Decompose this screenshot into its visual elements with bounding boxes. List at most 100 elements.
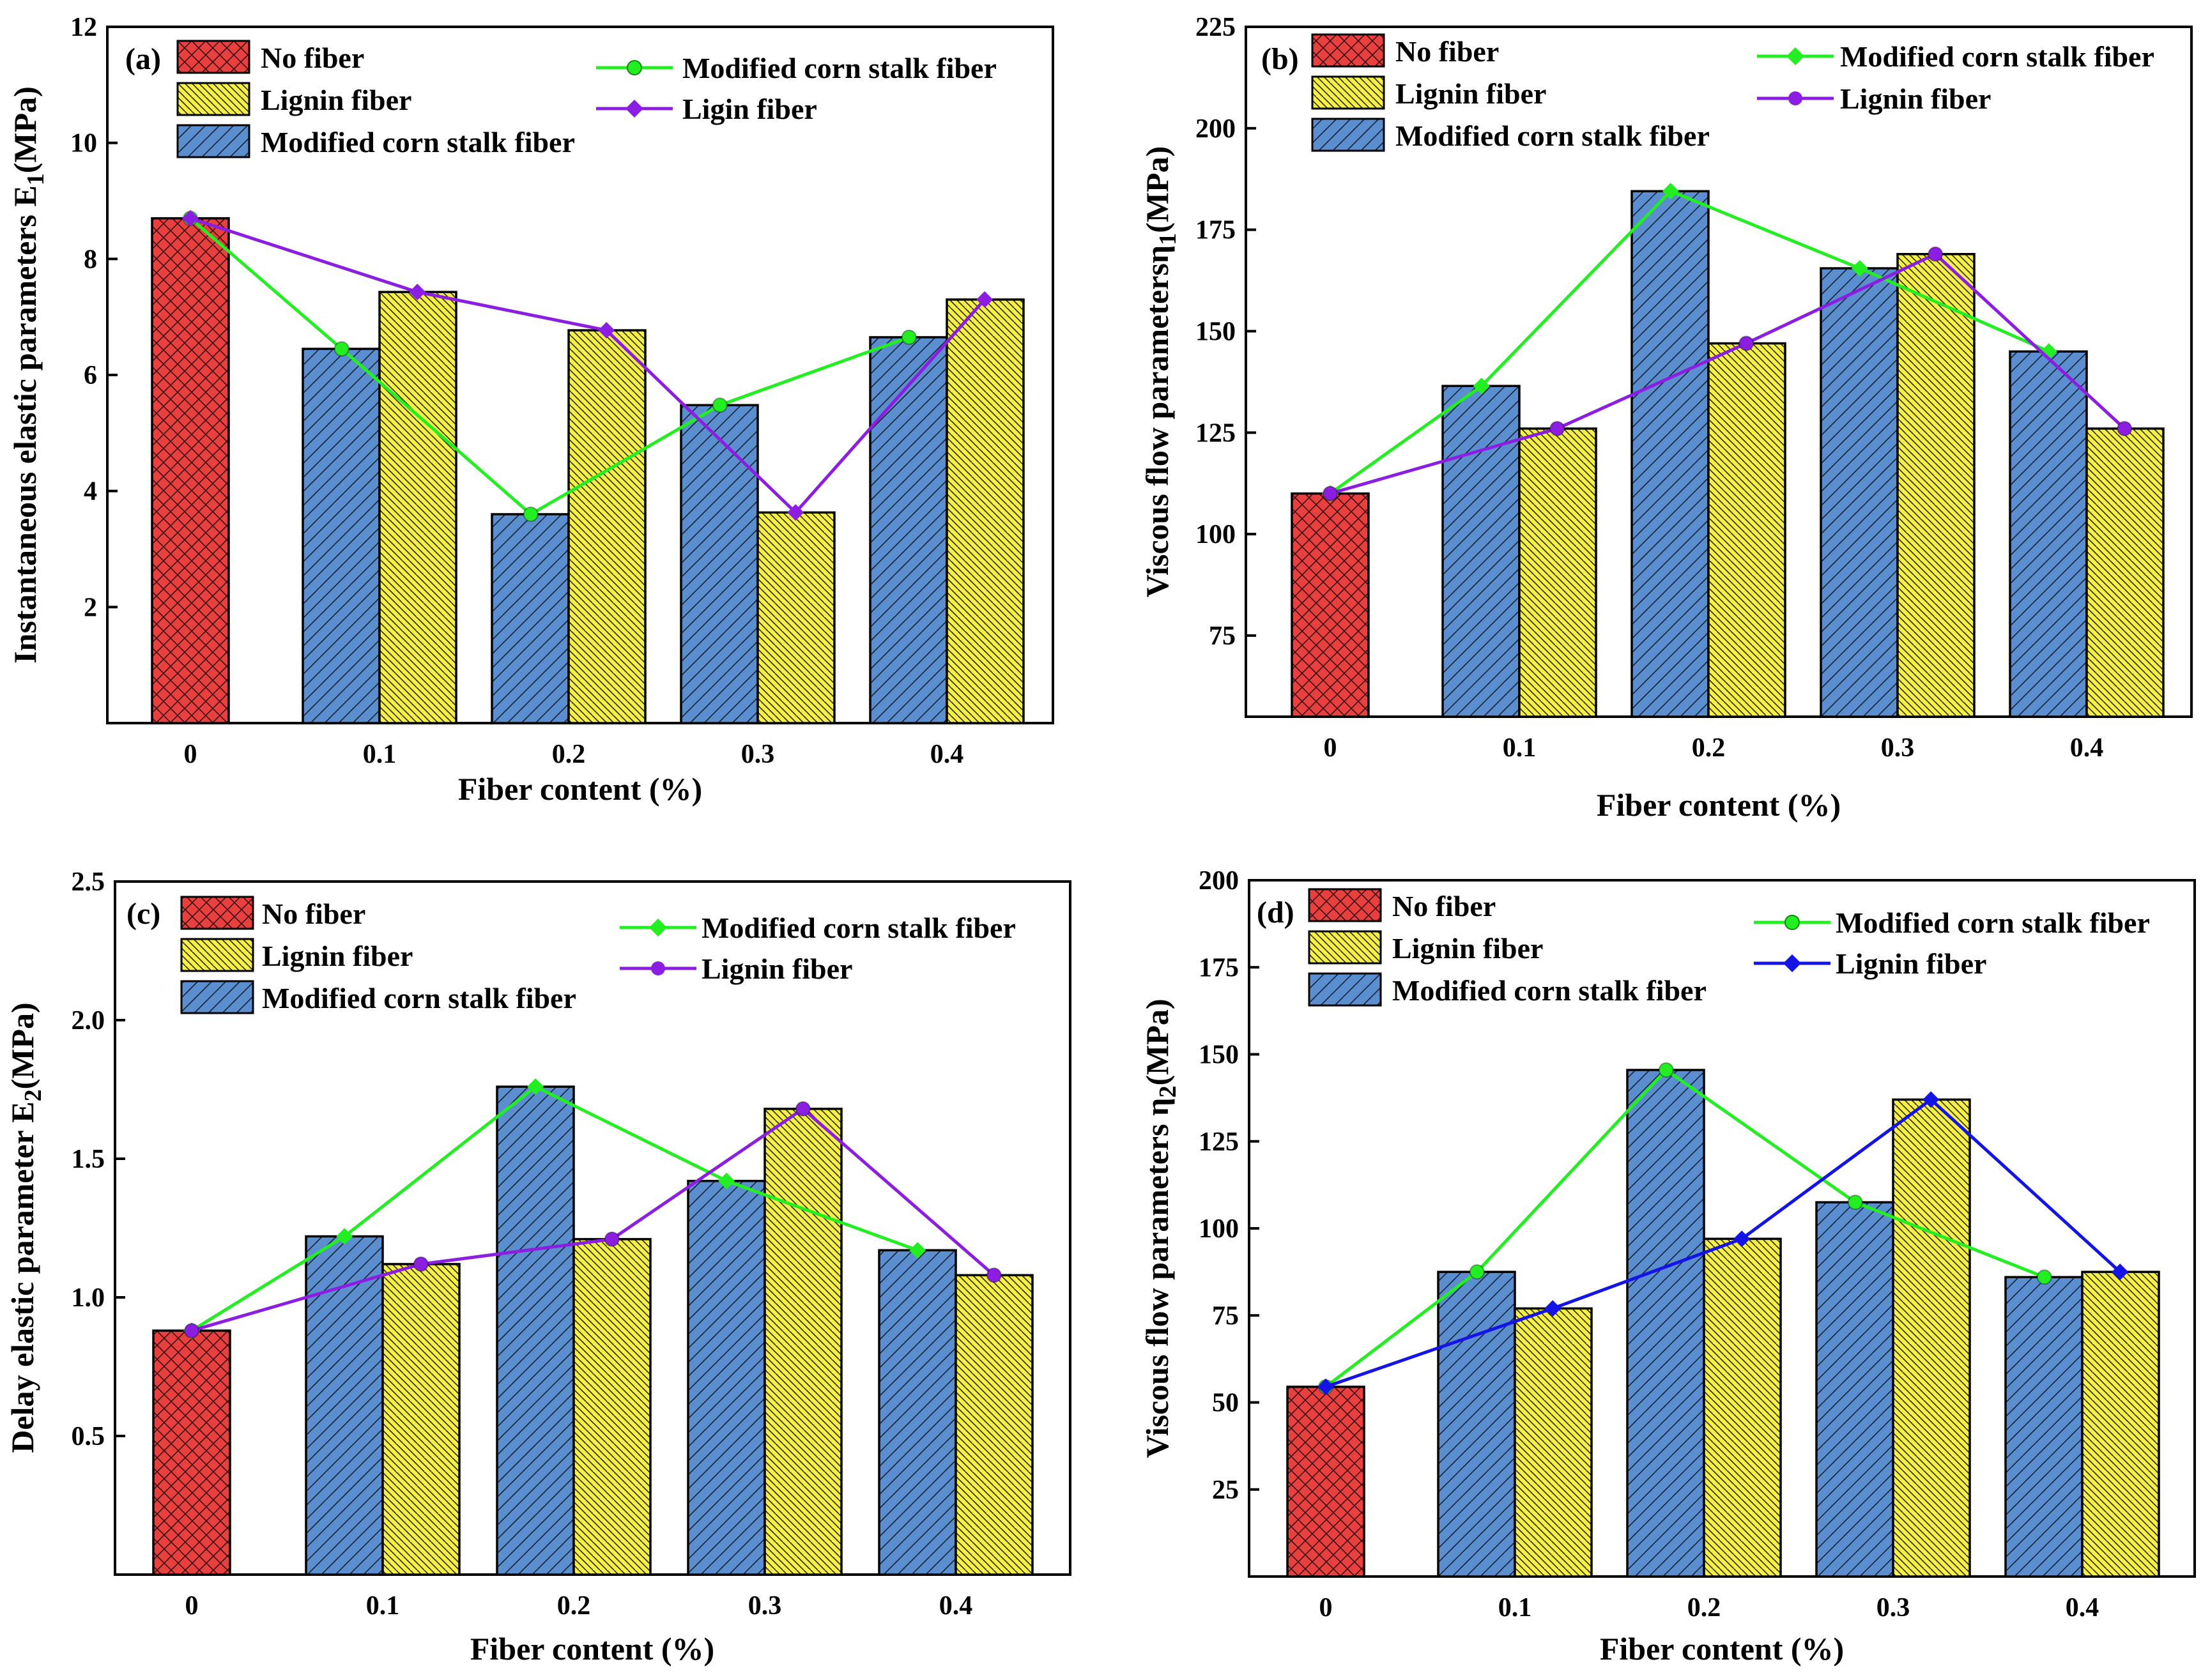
legend-swatch-corn-stalk-fiber <box>1308 972 1382 1007</box>
lines <box>1317 1062 2129 1395</box>
x-tick-label: 0.4 <box>939 1591 973 1621</box>
y-tick-label: 175 <box>1195 216 1236 245</box>
y-tick-label: 1.0 <box>72 1283 105 1313</box>
series-point-lignin <box>1928 246 1944 262</box>
legend-swatch-lignin-fiber <box>1308 930 1382 965</box>
y-tick-label: 50 <box>1212 1389 1239 1418</box>
y-tick-label: 225 <box>1195 13 1236 42</box>
bar-no-fiber <box>151 217 230 724</box>
x-tick-label: 0.1 <box>1498 1593 1532 1623</box>
panel-label: (a) <box>125 42 161 76</box>
panel-c: 0.5 1.0 1.5 2.0 2.5 0 0.1 0.2 0.3 0.4 (c) No fib… <box>4 867 1071 1667</box>
series-point-corn-stalk <box>523 507 539 522</box>
bar-lignin-fiber <box>1514 1307 1593 1578</box>
legend-lines: Modified corn stalk fiber Lignin fiber <box>620 912 1016 985</box>
y-tick-label: 100 <box>1199 1214 1239 1244</box>
x-tick-label: 0.3 <box>1876 1593 1910 1623</box>
bars <box>152 1085 1034 1576</box>
legend-label-corn-stalk-fiber: Modified corn stalk fiber <box>262 982 576 1014</box>
legend-label-line-blue: Lignin fiber <box>1836 947 1986 980</box>
legend-label-line-green: Modified corn stalk fiber <box>682 52 997 84</box>
bar-corn-stalk-fiber <box>2004 1276 2083 1578</box>
series-point-corn-stalk <box>1469 1264 1485 1280</box>
series-point-corn-stalk <box>527 1078 544 1096</box>
bar-corn-stalk-fiber <box>496 1085 575 1576</box>
bar-lignin-fiber <box>955 1274 1034 1576</box>
y-axis-ticks: 0.5 1.0 1.5 2.0 2.5 <box>72 867 125 1451</box>
legend-marker-green <box>649 919 667 936</box>
bar-lignin-fiber <box>946 298 1025 724</box>
legend-lines: Modified corn stalk fiber Lignin fiber <box>1757 40 2154 115</box>
legend-bars: No fiber Lignin fiber Modified corn stal… <box>1311 33 1710 152</box>
legend-marker-purple <box>1788 91 1802 105</box>
legend-label-line-green: Modified corn stalk fiber <box>1836 906 2150 939</box>
lines <box>182 210 994 522</box>
series-point-corn-stalk <box>1851 260 1868 277</box>
legend-marker-purple <box>625 100 643 118</box>
legend-label-corn-stalk-fiber: Modified corn stalk fiber <box>1395 119 1710 152</box>
bar-corn-stalk-fiber <box>302 347 381 724</box>
x-axis-title: Fiber content (%) <box>1600 1631 1844 1667</box>
legend-label-line-green: Modified corn stalk fiber <box>1840 40 2154 73</box>
bar-corn-stalk-fiber <box>680 404 759 724</box>
bar-corn-stalk-fiber <box>687 1179 766 1576</box>
bar-corn-stalk-fiber <box>878 1249 957 1576</box>
x-tick-label: 0.2 <box>557 1591 591 1621</box>
series-point-corn-stalk <box>1847 1195 1863 1210</box>
bar-lignin-fiber <box>567 329 647 724</box>
x-axis-title: Fiber content (%) <box>470 1631 714 1667</box>
bar-lignin-fiber <box>1892 1098 1971 1578</box>
y-axis-title: Instantaneous elastic parameters E1(MPa) <box>7 86 49 664</box>
bars <box>1286 1069 2160 1578</box>
legend-swatch-corn-stalk-fiber <box>180 980 254 1014</box>
bar-corn-stalk-fiber <box>1441 385 1521 718</box>
legend-label-lignin-fiber: Lignin fiber <box>1395 77 1546 110</box>
legend-swatch-no-fiber <box>176 40 250 74</box>
bar-corn-stalk-fiber <box>1631 190 1710 718</box>
legend-bars: No fiber Lignin fiber Modified corn stal… <box>180 896 576 1014</box>
series-point-corn-stalk <box>909 1242 926 1259</box>
series-point-lignin <box>986 1267 1002 1283</box>
legend-label-lignin-fiber: Lignin fiber <box>1392 932 1543 965</box>
panel-label: (d) <box>1257 896 1294 929</box>
lines <box>183 1078 1002 1340</box>
series-point-corn-stalk <box>334 341 349 357</box>
bar-corn-stalk-fiber <box>1815 1201 1894 1578</box>
x-tick-label: 0.2 <box>1687 1593 1721 1623</box>
legend-marker-purple <box>651 961 665 975</box>
panel-label: (b) <box>1261 42 1299 76</box>
series-point-corn-stalk <box>1473 378 1490 395</box>
x-tick-label: 0.1 <box>363 740 397 769</box>
bar-lignin-fiber <box>1518 427 1597 718</box>
bar-lignin-fiber <box>2085 427 2165 718</box>
series-point-lignin <box>2117 420 2133 436</box>
bar-lignin-fiber <box>1703 1237 1782 1578</box>
bar-corn-stalk-fiber <box>2009 350 2088 718</box>
legend-label-lignin-fiber: Lignin fiber <box>262 940 413 972</box>
legend-marker-blue <box>1783 954 1801 972</box>
series-point-lignin <box>1317 1378 1334 1395</box>
legend-label-lignin-fiber: Lignin fiber <box>261 84 411 116</box>
legend-swatch-corn-stalk-fiber <box>176 124 250 158</box>
bar-corn-stalk-fiber <box>491 513 570 724</box>
legend-bars: No fiber Lignin fiber Modified corn stal… <box>1308 888 1707 1007</box>
series-point-corn-stalk <box>1658 1062 1674 1078</box>
series-point-lignin <box>1738 335 1754 351</box>
y-tick-label: 2.5 <box>72 867 105 897</box>
legend-lines: Modified corn stalk fiber Lignin fiber <box>1754 906 2150 980</box>
series-point-lignin <box>604 1231 620 1247</box>
y-tick-label: 8 <box>84 245 97 274</box>
series-point-corn-stalk <box>901 329 917 345</box>
x-tick-label: 0.3 <box>1881 733 1915 763</box>
bar-lignin-fiber <box>756 511 836 724</box>
series-point-lignin <box>598 322 615 339</box>
x-tick-label: 0.4 <box>2070 733 2104 763</box>
legend-label-line-purple: Lignin fiber <box>1840 82 1991 115</box>
series-point-lignin <box>413 1256 429 1272</box>
bar-no-fiber <box>1286 1386 1365 1578</box>
y-tick-label: 175 <box>1199 953 1239 982</box>
series-point-corn-stalk <box>1662 183 1679 200</box>
bars <box>151 217 1025 724</box>
series-point-corn-stalk <box>336 1228 353 1245</box>
y-tick-label: 200 <box>1199 866 1239 896</box>
